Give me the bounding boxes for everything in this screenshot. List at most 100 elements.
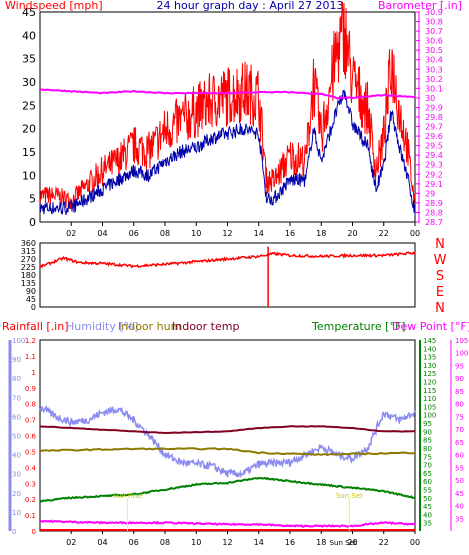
indoor-temp-legend: Indoor temp <box>172 320 239 333</box>
winddir-y-tick-label: 90 <box>26 287 36 296</box>
wind-x-tick-label: 04 <box>97 229 107 238</box>
temp-y-tick-label: 85 <box>423 437 432 445</box>
wind-x-tick-label: 20 <box>347 229 357 238</box>
wind-speed-line <box>39 1 416 210</box>
temp-y-tick-label: 145 <box>423 337 436 345</box>
baro-y-tick-label: 29.5 <box>425 142 443 151</box>
wind-y-tick-label: 35 <box>22 53 36 66</box>
humidity-y-tick-label: 30 <box>12 471 21 479</box>
humidity-y-tick-label: 80 <box>12 375 21 383</box>
wind-x-tick-label: 16 <box>285 229 295 238</box>
winddir-compass-label: E <box>436 285 444 300</box>
temp-x-tick-label: 10 <box>191 538 201 547</box>
wind-y-tick-label: 5 <box>29 193 36 206</box>
temp-y-tick-label: 140 <box>423 345 436 353</box>
chart-title: 24 hour graph day : April 27 2013 <box>157 0 344 12</box>
humidity-y-tick-label: 40 <box>12 452 21 460</box>
baro-y-tick-label: 28.7 <box>425 218 443 227</box>
sunrise-marker-label: Sun Rise <box>112 492 142 500</box>
wind-y-tick-label: 0 <box>29 216 36 229</box>
temp-y-tick-label: 100 <box>423 412 436 420</box>
wind-average-line <box>39 89 416 216</box>
wind-y-tick-label: 20 <box>22 123 36 136</box>
rain-y-tick-label: 1.2 <box>25 337 36 345</box>
humidity-y-tick-label: 100 <box>12 337 25 345</box>
rain-y-tick-label: 0.8 <box>25 401 36 409</box>
winddir-y-tick-label: 0 <box>31 303 36 312</box>
baro-y-tick-label: 30.4 <box>425 56 443 65</box>
baro-y-tick-label: 29.2 <box>425 170 443 179</box>
temp-x-tick-label: 18 <box>316 538 326 547</box>
temp-x-tick-label: 22 <box>379 538 389 547</box>
rain-y-tick-label: 0.4 <box>25 464 37 472</box>
wind-y-tick-label: 10 <box>22 169 36 182</box>
dew-y-tick-label: 75 <box>455 413 464 421</box>
temp-y-tick-label: 60 <box>423 478 432 486</box>
dew-y-tick-label: 60 <box>455 452 464 460</box>
dewpoint-legend: Dew Point [°F] <box>392 320 469 333</box>
baro-y-tick-label: 29.6 <box>425 132 443 141</box>
baro-y-tick-label: 30.3 <box>425 65 443 74</box>
barometer-line <box>39 88 416 100</box>
winddir-y-tick-label: 135 <box>21 279 36 288</box>
humidity-y-tick-label: 0 <box>12 528 16 536</box>
dew-y-tick-label: 70 <box>455 426 464 434</box>
wind-x-tick-label: 10 <box>191 229 201 238</box>
temp-y-tick-label: 75 <box>423 453 432 461</box>
temp-y-tick-label: 120 <box>423 379 436 387</box>
dew-y-tick-label: 55 <box>455 464 464 472</box>
temp-x-tick-label: 00 <box>410 538 420 547</box>
temp-y-tick-label: 115 <box>423 387 436 395</box>
temp-x-tick-label: 14 <box>254 538 264 547</box>
rain-y-tick-label: 0.9 <box>25 385 36 393</box>
baro-y-tick-label: 29.8 <box>425 113 443 122</box>
temp-y-tick-label: 55 <box>423 486 432 494</box>
dew-y-tick-label: 95 <box>455 362 464 370</box>
temp-y-tick-label: 135 <box>423 354 436 362</box>
winddir-compass-label: W <box>434 253 447 268</box>
winddir-compass-label: N <box>435 301 445 316</box>
baro-y-tick-label: 29 <box>425 189 435 198</box>
humidity-y-tick-label: 90 <box>12 356 21 364</box>
humidity-legend: Humidity [%] <box>66 320 138 333</box>
wind-y-tick-label: 15 <box>22 146 36 159</box>
winddir-y-tick-label: 360 <box>21 239 36 248</box>
baro-y-tick-label: 28.9 <box>425 199 443 208</box>
humidity-y-tick-label: 70 <box>12 394 21 402</box>
baro-y-tick-label: 30.1 <box>425 84 443 93</box>
humidity-line <box>39 404 416 479</box>
baro-y-tick-label: 30.8 <box>425 18 443 27</box>
baro-y-tick-label: 29.4 <box>425 151 443 160</box>
indoor-temp-line <box>39 425 416 435</box>
temp-y-tick-label: 105 <box>423 403 436 411</box>
wind-x-tick-label: 14 <box>254 229 264 238</box>
rain-y-tick-label: 0.6 <box>25 433 37 441</box>
rain-y-tick-label: 1.1 <box>25 353 36 361</box>
temp-y-tick-label: 110 <box>423 395 436 403</box>
temp-y-tick-label: 125 <box>423 370 436 378</box>
baro-y-tick-label: 30.2 <box>425 75 443 84</box>
wind-x-tick-label: 22 <box>379 229 389 238</box>
dew-y-tick-label: 80 <box>455 401 464 409</box>
dew-y-tick-label: 45 <box>455 490 464 498</box>
temp-x-tick-label: 04 <box>97 538 107 547</box>
temp-y-tick-label: 35 <box>423 520 432 528</box>
wind-x-tick-label: 02 <box>66 229 76 238</box>
wind-y-tick-label: 45 <box>22 6 36 19</box>
wind-x-tick-label: 18 <box>316 229 326 238</box>
wind-x-tick-label: 00 <box>410 229 420 238</box>
rain-y-tick-label: 1 <box>32 369 36 377</box>
dew-y-tick-label: 85 <box>455 388 464 396</box>
winddir-y-tick-label: 180 <box>21 271 36 280</box>
rain-y-tick-label: 0 <box>32 528 36 536</box>
sunset-axis-label: Sun Set <box>330 539 357 547</box>
baro-y-tick-label: 30.5 <box>425 46 443 55</box>
baro-y-tick-label: 30.7 <box>425 27 443 36</box>
wind-x-tick-label: 06 <box>129 229 139 238</box>
humidity-y-tick-label: 20 <box>12 490 21 498</box>
winddir-y-tick-label: 315 <box>21 247 36 256</box>
temp-x-tick-label: 06 <box>129 538 139 547</box>
temp-y-tick-label: 70 <box>423 462 432 470</box>
humidity-y-tick-label: 50 <box>12 433 21 441</box>
